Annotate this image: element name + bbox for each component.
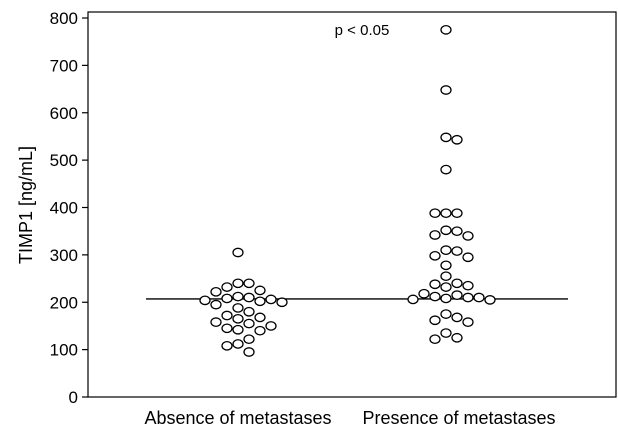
- data-point: [429, 230, 441, 240]
- y-tick-label: 800: [50, 9, 78, 28]
- data-point: [440, 271, 452, 282]
- data-point: [440, 225, 452, 236]
- data-point: [429, 334, 441, 345]
- data-point: [232, 303, 244, 313]
- data-point: [418, 288, 430, 299]
- data-point: [451, 208, 463, 219]
- data-point: [243, 278, 255, 289]
- y-axis-title: TIMP1 [ng/mL]: [16, 146, 36, 264]
- data-point: [232, 278, 244, 289]
- y-tick-label: 200: [50, 293, 78, 312]
- data-point: [221, 340, 233, 351]
- data-point: [232, 339, 244, 349]
- data-point: [440, 164, 452, 175]
- data-point: [462, 231, 474, 241]
- data-point: [440, 309, 452, 319]
- p-value-annotation: p < 0.05: [335, 22, 390, 39]
- data-point: [451, 278, 463, 289]
- data-point: [451, 246, 463, 256]
- data-point: [243, 292, 255, 303]
- y-tick-label: 600: [50, 104, 78, 123]
- data-point: [484, 295, 496, 305]
- y-tick-label: 100: [50, 341, 78, 360]
- data-point: [232, 313, 244, 324]
- data-point: [265, 321, 277, 331]
- data-point: [440, 245, 452, 255]
- data-point: [254, 325, 266, 336]
- data-point: [462, 317, 474, 327]
- data-point: [221, 310, 233, 321]
- y-tick-label: 400: [50, 199, 78, 218]
- y-tick-label: 500: [50, 151, 78, 170]
- data-point: [451, 226, 463, 237]
- data-point: [243, 306, 255, 317]
- data-point: [451, 332, 463, 343]
- data-point: [221, 282, 233, 292]
- data-point: [429, 315, 441, 326]
- data-point: [210, 286, 222, 297]
- x-category-label: Presence of metastases: [362, 408, 555, 428]
- data-point: [210, 299, 222, 310]
- data-point: [440, 85, 452, 95]
- data-point: [221, 323, 233, 334]
- y-tick-label: 300: [50, 246, 78, 265]
- data-points: [199, 24, 496, 357]
- data-point: [462, 280, 474, 291]
- data-point: [210, 317, 222, 327]
- data-point: [462, 252, 474, 263]
- data-point: [440, 208, 452, 219]
- plot-frame: [87, 11, 617, 398]
- data-point: [254, 285, 266, 296]
- x-category-label: Absence of metastases: [144, 408, 331, 428]
- data-point: [440, 328, 452, 338]
- data-point: [254, 296, 266, 307]
- data-point: [440, 282, 452, 292]
- data-point: [232, 324, 244, 335]
- data-point: [232, 291, 244, 302]
- data-point: [473, 292, 485, 303]
- data-point: [243, 334, 255, 345]
- data-point: [407, 294, 419, 305]
- data-point: [254, 312, 266, 323]
- data-point: [265, 294, 277, 305]
- data-point: [440, 24, 452, 35]
- data-point: [221, 293, 233, 304]
- data-point: [440, 260, 452, 271]
- data-point: [243, 318, 255, 329]
- data-point: [440, 132, 452, 143]
- y-tick-label: 0: [69, 388, 78, 407]
- data-point: [232, 247, 244, 258]
- data-point: [429, 291, 441, 302]
- data-point: [199, 295, 211, 306]
- data-point: [451, 312, 463, 323]
- data-point: [462, 292, 474, 303]
- data-point: [276, 297, 288, 308]
- y-tick-label: 700: [50, 56, 78, 75]
- data-point: [429, 208, 441, 219]
- data-point: [429, 279, 441, 290]
- data-point: [429, 250, 441, 261]
- data-point: [451, 134, 463, 145]
- x-axis-categories: Absence of metastases Presence of metasta…: [144, 408, 555, 428]
- y-axis: 0 100 200 300 400 500 600 700 800: [50, 9, 88, 407]
- data-point: [440, 293, 452, 304]
- data-point: [451, 290, 463, 300]
- data-point: [243, 347, 255, 357]
